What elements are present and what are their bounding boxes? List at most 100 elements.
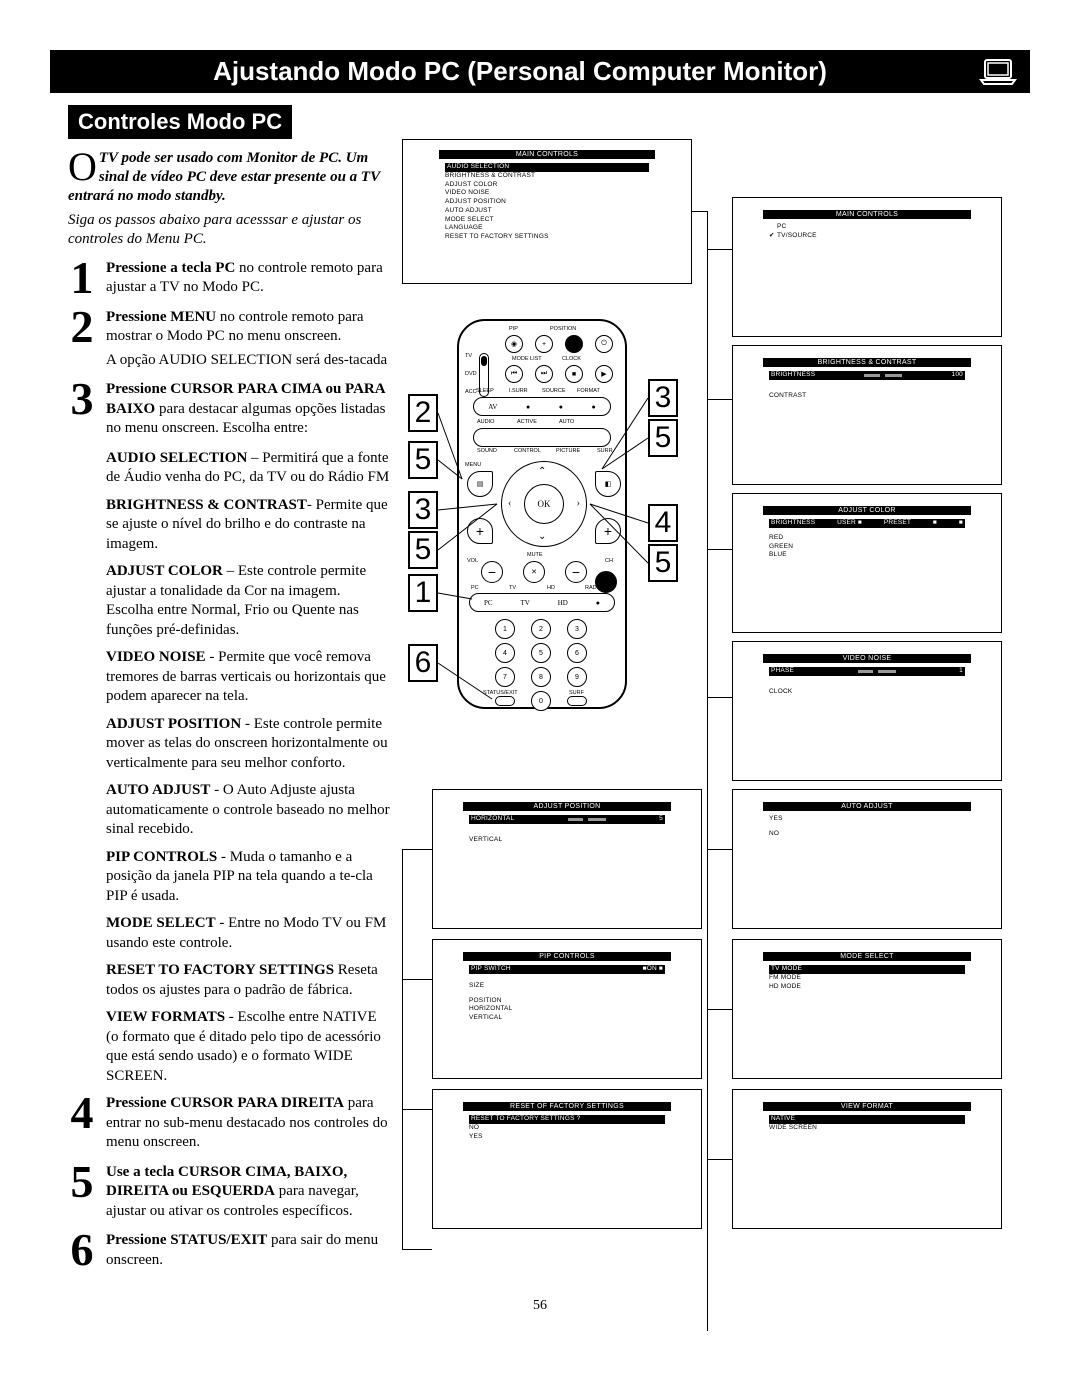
remote-ch-up: + <box>595 518 621 544</box>
menu-item: HORIZONTAL <box>469 1005 665 1014</box>
remote-num-3: 3 <box>567 619 587 639</box>
step-number-3: 3 <box>68 380 96 443</box>
menu-item: YES <box>469 1133 665 1142</box>
remote-num-7: 7 <box>495 667 515 687</box>
menu-item: ADJUST COLOR <box>445 181 649 190</box>
menu-item: GREEN <box>769 543 965 552</box>
tree-branch-line <box>402 979 432 980</box>
screen-view-format: VIEW FORMAT NATIVE WIDE SCREEN <box>732 1089 1002 1229</box>
numbered-steps: 1 Pressione a tecla PC no controle remot… <box>68 259 390 1275</box>
menu-item: AUDIO SELECTION <box>445 163 649 172</box>
menu-item: MODE SELECT <box>445 216 649 225</box>
remote-pip-button: ◉ <box>505 335 523 353</box>
remote-num-0: 0 <box>531 691 551 711</box>
callout-3: 3 <box>648 379 678 417</box>
menu-item: RESET TO FACTORY SETTINGS ? <box>469 1115 665 1124</box>
screen-title: VIDEO NOISE <box>763 654 971 663</box>
opt-adjust-color: ADJUST COLOR – Este controle permite aju… <box>106 562 390 640</box>
menu-item: RESET TO FACTORY SETTINGS <box>445 233 649 242</box>
remote-num-8: 8 <box>531 667 551 687</box>
remote-stop: ■ <box>565 365 583 383</box>
remote-button <box>565 335 583 353</box>
step-body-2: Pressione MENU no controle remoto para m… <box>106 308 390 375</box>
opt-auto-adjust: AUTO ADJUST - O Auto Adjuste ajusta auto… <box>106 781 390 840</box>
remote-num-5: 5 <box>531 643 551 663</box>
screen-auto-adjust: AUTO ADJUST YES NO <box>732 789 1002 929</box>
callout-5: 5 <box>648 419 678 457</box>
tree-branch-line <box>707 849 732 850</box>
menu-item: HD MODE <box>769 983 965 992</box>
screen-brightness-contrast: BRIGHTNESS & CONTRAST BRIGHTNESS100 CONT… <box>732 345 1002 485</box>
label: CONTRAST <box>769 392 806 401</box>
menu-item: PC <box>777 223 786 230</box>
remote-row: AV●●● <box>473 397 611 416</box>
menu-item: RED <box>769 534 965 543</box>
menu-item: BLUE <box>769 551 965 560</box>
menu-item: YES <box>769 815 965 824</box>
step-body-6: Pressione STATUS/EXIT para sair do menu … <box>106 1231 390 1274</box>
callout-3: 3 <box>408 491 438 529</box>
callout-5: 5 <box>408 441 438 479</box>
screen-title: RESET OF FACTORY SETTINGS <box>463 1102 671 1111</box>
callout-6: 6 <box>408 644 438 682</box>
tree-branch-line <box>402 979 403 1109</box>
remote-num-2: 2 <box>531 619 551 639</box>
screen-title: ADJUST COLOR <box>763 506 971 515</box>
screen-title: MODE SELECT <box>763 952 971 961</box>
menu-item: NO <box>469 1124 665 1133</box>
screen-title: VIEW FORMAT <box>763 1102 971 1111</box>
step-body-4: Pressione CURSOR PARA DIREITA para entra… <box>106 1094 390 1157</box>
tree-branch-line <box>707 697 732 698</box>
remote-button: ◧ <box>595 471 621 497</box>
opt-mode-select: MODE SELECT - Entre no Modo TV ou FM usa… <box>106 914 390 953</box>
step-number-4: 4 <box>68 1094 96 1157</box>
tree-branch-line <box>402 1249 432 1250</box>
opt-brightness-contrast: BRIGHTNESS & CONTRAST- Permite que se aj… <box>106 496 390 555</box>
remote-ff: ⏭ <box>535 365 553 383</box>
menu-item: POSITION <box>469 997 665 1006</box>
opt-audio-selection: AUDIO SELECTION – Permitirá que a fonte … <box>106 449 390 488</box>
screen-title: MAIN CONTROLS <box>439 150 655 159</box>
intro-paragraph: O TV pode ser usado com Monitor de PC. U… <box>68 149 390 205</box>
opt-adjust-position: ADJUST POSITION - Este controle permite … <box>106 715 390 774</box>
remote-mode-row: PCTVHD● <box>469 593 615 612</box>
screen-reset-factory: RESET OF FACTORY SETTINGS RESET TO FACTO… <box>432 1089 702 1229</box>
tree-branch-line <box>402 849 403 979</box>
tree-branch-line <box>692 211 707 212</box>
remote-menu-button: ▤ <box>467 471 493 497</box>
remote-position-button: + <box>535 335 553 353</box>
step-body-5: Use a tecla CURSOR CIMA, BAIXO, DIREITA … <box>106 1163 390 1226</box>
callout-2: 2 <box>408 394 438 432</box>
remote-power-button: ⏻ <box>595 335 613 353</box>
opt-reset-factory: RESET TO FACTORY SETTINGS Reseta todos o… <box>106 961 390 1000</box>
step-body-1: Pressione a tecla PC no controle remoto … <box>106 259 390 302</box>
screen-mode-select: MODE SELECT TV MODE FM MODE HD MODE <box>732 939 1002 1079</box>
remote-num-9: 9 <box>567 667 587 687</box>
menu-item: NATIVE <box>769 1115 965 1124</box>
tree-branch-line <box>402 849 432 850</box>
section-subtitle: Controles Modo PC <box>68 105 292 139</box>
page-title: Ajustando Modo PC (Personal Computer Mon… <box>62 56 978 87</box>
menu-item: WIDE SCREEN <box>769 1124 965 1133</box>
opt-pip-controls: PIP CONTROLS - Muda o tamanho e a posiçã… <box>106 848 390 907</box>
step-number-2: 2 <box>68 308 96 375</box>
screen-title: ADJUST POSITION <box>463 802 671 811</box>
page-title-bar: Ajustando Modo PC (Personal Computer Mon… <box>50 50 1030 93</box>
screen-video-noise: VIDEO NOISE PHASE1 CLOCK <box>732 641 1002 781</box>
page-number: 56 <box>50 1298 1030 1314</box>
step-number-6: 6 <box>68 1231 96 1274</box>
menu-item: TV/SOURCE <box>777 232 817 239</box>
screen-title: MAIN CONTROLS <box>763 210 971 219</box>
remote-mute: ✕ <box>523 561 545 583</box>
screen-audio-selection: MAIN CONTROLS PC ✔TV/SOURCE <box>732 197 1002 337</box>
menu-item: TV MODE <box>769 965 965 974</box>
opt-view-formats: VIEW FORMATS - Escolhe entre NATIVE (o f… <box>106 1008 390 1086</box>
screen-title: PIP CONTROLS <box>463 952 671 961</box>
remote-vol-up: + <box>467 518 493 544</box>
intro-follow: Siga os passos abaixo para acesssar e aj… <box>68 211 390 249</box>
screen-adjust-position: ADJUST POSITION HORIZONTAL5 VERTICAL <box>432 789 702 929</box>
screen-adjust-color: ADJUST COLOR BRIGHTNESS USER ■ PRESET ■ … <box>732 493 1002 633</box>
screen-title: BRIGHTNESS & CONTRAST <box>763 358 971 367</box>
dropcap: O <box>68 149 99 183</box>
callout-1: 1 <box>408 574 438 612</box>
